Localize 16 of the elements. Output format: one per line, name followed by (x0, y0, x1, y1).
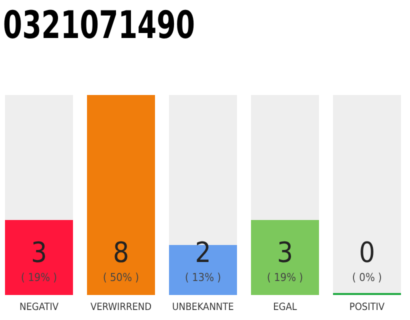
data-label: 0 (358, 236, 376, 269)
annotation: ( 19% ) (266, 271, 304, 284)
x-tick-label: NEGATIV (19, 302, 60, 313)
data-label: 8 (112, 236, 130, 269)
annotation: ( 13% ) (184, 271, 222, 284)
x-tick-label: VERWIRREND (90, 302, 152, 313)
data-label: 3 (276, 236, 294, 269)
data-label: 2 (194, 236, 212, 269)
x-tick-label: EGAL (273, 302, 297, 313)
data-label: 3 (30, 236, 48, 269)
chart-title: 0321071490 (3, 3, 241, 47)
x-tick-label: POSITIV (349, 302, 386, 313)
annotation: ( 19% ) (20, 271, 58, 284)
annotation: ( 50% ) (102, 271, 140, 284)
annotation: ( 0% ) (352, 271, 382, 284)
x-tick-label: UNBEKANNTE (172, 302, 234, 313)
